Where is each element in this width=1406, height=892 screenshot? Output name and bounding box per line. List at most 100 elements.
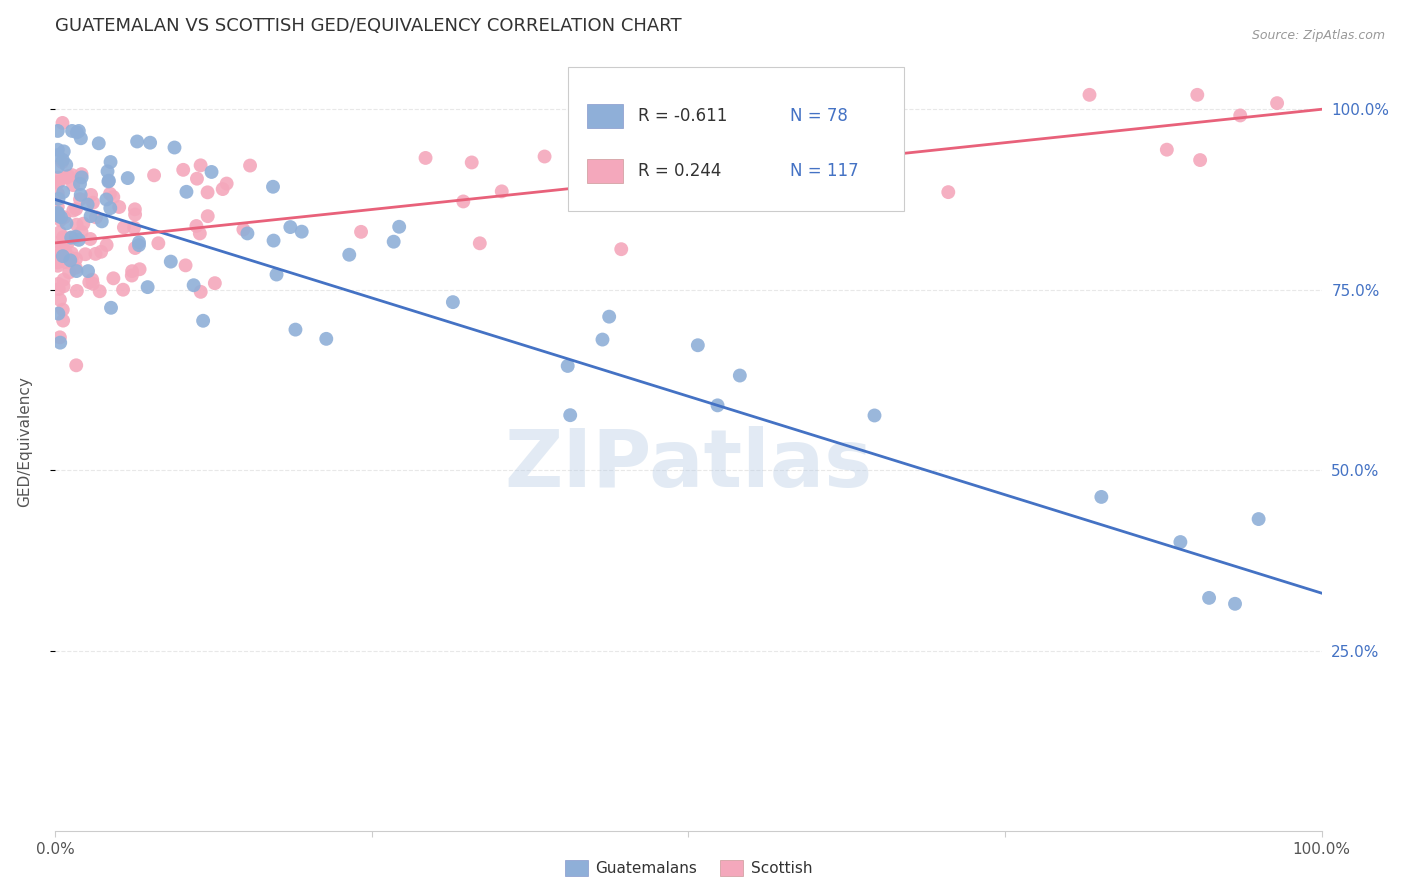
- Point: [70, 167, 93, 181]
- Point: [49, 243, 72, 257]
- Point: [598, 310, 620, 324]
- Point: [461, 155, 484, 169]
- Point: [51, 116, 73, 130]
- Point: [124, 202, 146, 217]
- Point: [441, 295, 464, 310]
- Point: [576, 154, 599, 169]
- Point: [46, 176, 69, 190]
- Point: [1229, 108, 1251, 122]
- Point: [49, 209, 72, 223]
- Point: [79, 232, 101, 246]
- Point: [103, 271, 125, 285]
- Point: [97, 174, 120, 188]
- Point: [280, 220, 302, 235]
- Point: [1156, 143, 1178, 157]
- Point: [415, 151, 437, 165]
- Point: [533, 149, 555, 163]
- Point: [90, 214, 112, 228]
- Point: [128, 238, 150, 252]
- Point: [112, 220, 135, 235]
- Point: [52, 302, 75, 317]
- Point: [70, 225, 93, 239]
- Point: [291, 225, 314, 239]
- Point: [90, 244, 112, 259]
- Point: [46, 160, 69, 174]
- Point: [69, 192, 91, 206]
- Point: [48, 252, 70, 267]
- Point: [55, 216, 77, 230]
- Point: [860, 120, 883, 135]
- Point: [97, 174, 120, 188]
- Point: [1187, 87, 1209, 102]
- Point: [1223, 597, 1246, 611]
- Point: [65, 218, 87, 232]
- Point: [1247, 512, 1270, 526]
- Point: [236, 227, 259, 241]
- Point: [121, 264, 143, 278]
- Point: [82, 195, 104, 210]
- Point: [186, 219, 208, 233]
- Point: [60, 230, 83, 244]
- Point: [49, 211, 72, 225]
- Point: [69, 187, 91, 202]
- Point: [197, 209, 219, 223]
- Point: [75, 247, 97, 261]
- Point: [143, 169, 166, 183]
- Point: [191, 314, 214, 328]
- Point: [388, 219, 411, 234]
- Point: [197, 186, 219, 200]
- Point: [46, 207, 69, 221]
- Point: [76, 197, 98, 211]
- Point: [65, 202, 87, 216]
- Point: [46, 200, 69, 214]
- Point: [65, 264, 87, 278]
- Point: [350, 225, 373, 239]
- Point: [211, 182, 233, 196]
- Point: [52, 145, 75, 159]
- Point: [56, 235, 79, 250]
- Point: [52, 249, 75, 263]
- Text: N = 117: N = 117: [790, 161, 859, 180]
- Point: [706, 398, 728, 412]
- Point: [266, 268, 288, 282]
- Point: [139, 136, 162, 150]
- Point: [52, 279, 75, 293]
- Point: [190, 158, 212, 172]
- Point: [48, 307, 70, 321]
- Point: [58, 265, 80, 279]
- Point: [124, 208, 146, 222]
- Point: [82, 277, 104, 291]
- Point: [98, 201, 121, 215]
- Point: [1170, 535, 1192, 549]
- Point: [46, 186, 69, 201]
- Point: [79, 275, 101, 289]
- Point: [98, 186, 121, 201]
- Point: [103, 190, 125, 204]
- Point: [46, 255, 69, 269]
- Point: [136, 280, 159, 294]
- Point: [728, 368, 751, 383]
- Point: [263, 234, 285, 248]
- Point: [65, 359, 87, 373]
- Point: [96, 193, 118, 207]
- Point: [190, 285, 212, 299]
- Point: [65, 260, 87, 275]
- Point: [46, 277, 69, 291]
- Point: [46, 148, 69, 162]
- Point: [77, 264, 100, 278]
- Point: [315, 332, 337, 346]
- Point: [592, 333, 614, 347]
- Point: [79, 209, 101, 223]
- Point: [84, 247, 107, 261]
- Point: [59, 230, 82, 244]
- Text: R = 0.244: R = 0.244: [638, 161, 721, 180]
- Point: [725, 160, 748, 174]
- Point: [48, 247, 70, 261]
- Legend: Guatemalans, Scottish: Guatemalans, Scottish: [558, 855, 818, 882]
- Point: [174, 258, 197, 272]
- Point: [100, 301, 122, 315]
- Point: [688, 119, 710, 133]
- Point: [127, 135, 149, 149]
- Point: [52, 185, 75, 199]
- Point: [87, 136, 110, 151]
